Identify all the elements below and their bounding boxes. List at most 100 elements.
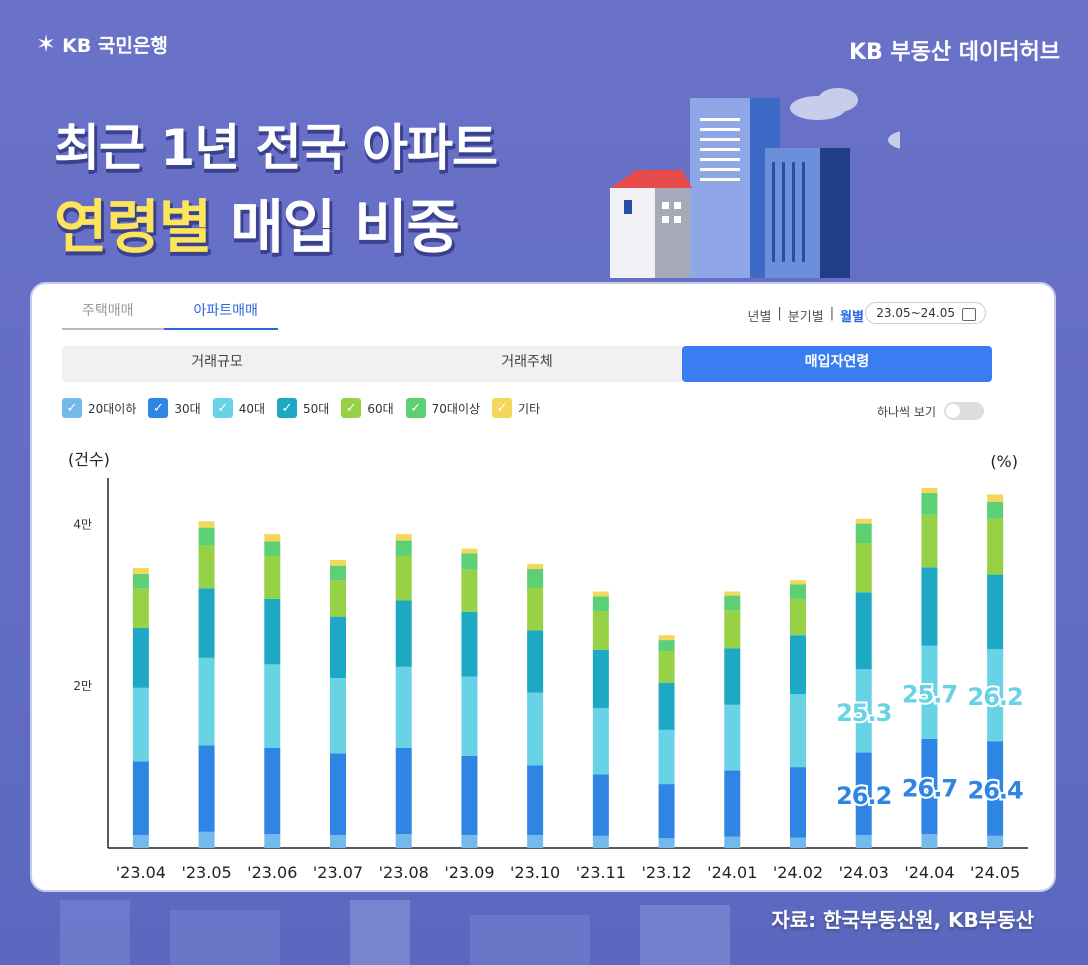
bar-segment bbox=[921, 834, 938, 848]
legend-item-50s[interactable]: ✓ 50대 bbox=[277, 398, 329, 418]
bar-segment bbox=[330, 678, 346, 754]
bar-segment bbox=[198, 545, 215, 589]
checkbox-icon[interactable]: ✓ bbox=[341, 398, 362, 418]
x-tick-label: '23.04 bbox=[116, 863, 166, 882]
x-tick-label: '23.05 bbox=[181, 863, 231, 882]
bar-segment bbox=[132, 761, 149, 836]
bar-segment bbox=[198, 831, 215, 848]
kb-bank-logo: ✶ KB 국민은행 bbox=[36, 30, 168, 58]
bar-segment bbox=[724, 704, 741, 771]
headline-highlight: 연령별 bbox=[54, 193, 212, 261]
x-tick-label: '24.04 bbox=[904, 863, 954, 882]
data-annotation-label: 26.2 bbox=[836, 782, 891, 810]
x-tick-label: '23.06 bbox=[247, 863, 297, 882]
bar-segment bbox=[264, 664, 281, 748]
single-view-toggle[interactable] bbox=[944, 402, 984, 420]
kb-star-icon: ✶ bbox=[36, 30, 57, 58]
bar-segment bbox=[987, 518, 1004, 575]
checkbox-icon[interactable]: ✓ bbox=[62, 398, 82, 418]
legend-label: 30대 bbox=[174, 401, 201, 416]
bar-segment bbox=[592, 708, 609, 775]
bar-segment bbox=[461, 569, 478, 612]
period-separator: | bbox=[777, 306, 782, 321]
x-tick-label: '24.01 bbox=[707, 863, 757, 882]
x-tick-label: '23.09 bbox=[444, 863, 494, 882]
bar-segment bbox=[921, 567, 938, 646]
checkbox-icon[interactable]: ✓ bbox=[212, 398, 233, 418]
checkbox-icon[interactable]: ✓ bbox=[405, 398, 426, 418]
legend-label: 70대이상 bbox=[431, 401, 481, 416]
bar-segment bbox=[921, 645, 938, 739]
date-range-text: 23.05~24.05 bbox=[876, 306, 955, 320]
legend-label: 60대 bbox=[367, 401, 394, 416]
x-tick-label: '23.10 bbox=[510, 863, 560, 882]
segment-buyer-age[interactable]: 매입자연령 bbox=[682, 346, 992, 382]
bar-segment bbox=[724, 610, 741, 649]
bar-segment bbox=[855, 592, 872, 670]
legend-label: 50대 bbox=[303, 401, 330, 416]
bar-segment bbox=[395, 600, 412, 667]
bar-segment bbox=[132, 588, 149, 628]
checkbox-icon[interactable]: ✓ bbox=[148, 398, 169, 418]
period-monthly[interactable]: 월별 bbox=[840, 310, 864, 325]
bar-segment bbox=[658, 635, 675, 641]
building-illustration bbox=[610, 88, 900, 278]
bar-segment bbox=[264, 747, 281, 835]
data-annotation-label: 26.2 bbox=[968, 683, 1023, 711]
bar-segment bbox=[198, 657, 215, 746]
bar-segment bbox=[461, 548, 478, 554]
bar-segment bbox=[658, 651, 675, 683]
housing-type-tabs: 주택매매 아파트매매 bbox=[62, 296, 278, 330]
bar-segment bbox=[987, 574, 1004, 649]
legend-item-30s[interactable]: ✓ 30대 bbox=[148, 398, 201, 418]
x-tick-label: '23.11 bbox=[576, 863, 626, 882]
bar-segment bbox=[855, 669, 872, 753]
bar-segment bbox=[330, 753, 346, 836]
bar-segment bbox=[264, 598, 281, 665]
y2-axis-unit: (%) bbox=[990, 452, 1018, 471]
checkbox-icon[interactable]: ✓ bbox=[277, 398, 298, 418]
single-view-label: 하나씩 보기 bbox=[876, 404, 936, 419]
bar-segment bbox=[395, 540, 412, 556]
segment-trade-size[interactable]: 거래규모 bbox=[191, 354, 243, 370]
headline-line1: 최근 1년 전국 아파트 bbox=[54, 119, 498, 177]
bar-segment bbox=[724, 770, 741, 837]
bar-segment bbox=[921, 488, 938, 493]
bar-segment bbox=[921, 738, 938, 835]
calendar-icon[interactable] bbox=[962, 308, 976, 321]
bar-segment bbox=[790, 694, 806, 768]
legend-item-other[interactable]: ✓ 기타 bbox=[492, 398, 540, 418]
category-segments: 거래규모 거래주체 매입자연령 bbox=[62, 346, 992, 382]
period-yearly[interactable]: 년별 bbox=[747, 310, 772, 325]
bar-segment bbox=[658, 729, 675, 785]
bar-segment bbox=[855, 543, 872, 593]
bar-segment bbox=[527, 765, 544, 836]
bar-segment bbox=[855, 752, 872, 836]
x-tick-label: '24.03 bbox=[839, 863, 889, 882]
logo-text: KB 국민은행 bbox=[62, 34, 168, 57]
x-tick-label: '23.08 bbox=[379, 863, 429, 882]
tab-housing-sale[interactable]: 주택매매 bbox=[62, 296, 164, 330]
legend-item-60s[interactable]: ✓ 60대 bbox=[341, 398, 394, 418]
tab-apartment-sale[interactable]: 아파트매매 bbox=[163, 296, 278, 330]
segment-trade-entity[interactable]: 거래주체 bbox=[501, 354, 553, 370]
bar-segment bbox=[987, 835, 1004, 848]
legend-label: 20대이하 bbox=[88, 401, 137, 416]
headline-line2: 연령별 매입 비중 bbox=[54, 180, 460, 264]
legend-item-20s[interactable]: ✓ 20대이하 bbox=[62, 398, 136, 418]
checkbox-icon[interactable]: ✓ bbox=[492, 398, 513, 418]
bar-segment bbox=[592, 835, 609, 848]
bar-segment bbox=[527, 587, 544, 631]
bar-segment bbox=[264, 541, 281, 556]
bar-segment bbox=[264, 555, 281, 599]
legend-item-40s[interactable]: ✓ 40대 bbox=[212, 398, 265, 418]
y-tick-label: 4만 bbox=[73, 517, 92, 531]
bar-segment bbox=[724, 648, 741, 705]
bar-segment bbox=[527, 835, 544, 848]
date-range-picker[interactable]: 23.05~24.05 bbox=[865, 302, 986, 324]
legend-item-70s-plus[interactable]: ✓ 70대이상 bbox=[405, 398, 481, 418]
bar-segment bbox=[527, 564, 544, 569]
headline-rest: 매입 비중 bbox=[211, 193, 460, 261]
stacked-bar-chart: 2만 4만 '23.04 '23.05 '23.06 '23.07 '23.08 '23.09… bbox=[73, 478, 1028, 882]
period-quarterly[interactable]: 분기별 bbox=[787, 310, 824, 325]
